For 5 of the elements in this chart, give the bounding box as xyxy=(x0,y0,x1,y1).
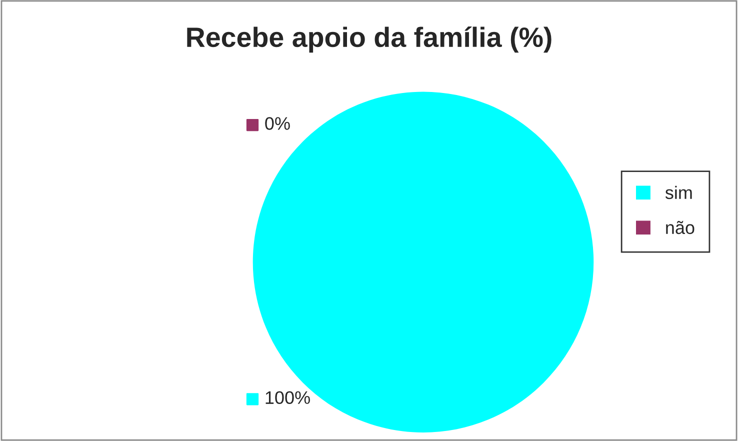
legend-label: sim xyxy=(665,186,692,200)
data-label: 100% xyxy=(266,391,310,404)
chart-title: Recebe apoio da família (%) xyxy=(187,26,552,53)
legend-label: não xyxy=(666,220,694,234)
text: 0% xyxy=(265,117,290,130)
